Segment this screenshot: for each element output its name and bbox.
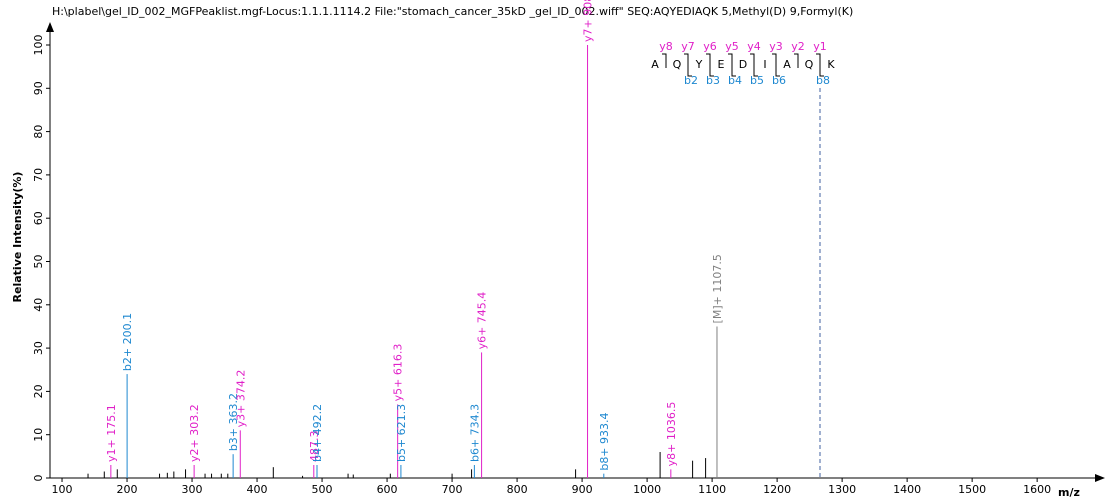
x-tick-label: 700 <box>442 483 463 496</box>
residue: D <box>739 58 747 71</box>
x-tick-label: 1100 <box>698 483 726 496</box>
b-ion: b4 <box>728 74 742 87</box>
peak-label: y6+ 745.4 <box>476 292 489 350</box>
x-tick-label: 1600 <box>1023 483 1051 496</box>
peak-label: b2+ 200.1 <box>121 313 134 371</box>
y-tick-label: 90 <box>32 81 45 95</box>
x-arrow <box>1095 474 1105 482</box>
b-cleavage <box>753 58 758 77</box>
peak-label: y8+ 1036.5 <box>665 402 678 467</box>
y-tick-label: 30 <box>32 341 45 355</box>
residue: Q <box>673 58 682 71</box>
y-tick-label: 80 <box>32 125 45 139</box>
peak-label: b8+ 933.4 <box>598 412 611 470</box>
y-tick-label: 10 <box>32 428 45 442</box>
b-ion: b3 <box>706 74 720 87</box>
y-cleavage <box>662 53 667 68</box>
y-cleavage <box>816 53 821 68</box>
x-tick-label: 500 <box>312 483 333 496</box>
y-ion: y6 <box>703 40 717 53</box>
x-tick-label: 1300 <box>828 483 856 496</box>
y-cleavage <box>750 53 755 68</box>
peak-label: b6+ 734.3 <box>468 404 481 462</box>
b-cleavage <box>687 58 692 77</box>
y-tick-label: 40 <box>32 298 45 312</box>
residue: K <box>827 58 835 71</box>
y-tick-label: 50 <box>32 254 45 268</box>
b-ion: b2 <box>684 74 698 87</box>
residue: Q <box>805 58 814 71</box>
y-cleavage <box>706 53 711 68</box>
x-tick-label: 200 <box>117 483 138 496</box>
residue: E <box>718 58 725 71</box>
residue: I <box>763 58 766 71</box>
peak-label: [M]+ 1107.5 <box>711 254 724 323</box>
x-tick-label: 1200 <box>763 483 791 496</box>
x-tick-label: 1500 <box>958 483 986 496</box>
y-ion: y4 <box>747 40 761 53</box>
y-cleavage <box>772 53 777 68</box>
b-cleavage <box>731 58 736 77</box>
y-ion: y1 <box>813 40 827 53</box>
b-cleavage <box>709 58 714 77</box>
y-ion: y3 <box>769 40 783 53</box>
y-tick-label: 0 <box>32 475 45 482</box>
residue: A <box>783 58 791 71</box>
y-tick-label: 100 <box>32 34 45 55</box>
y-tick-label: 70 <box>32 168 45 182</box>
x-tick-label: 900 <box>572 483 593 496</box>
b-ion: b6 <box>772 74 786 87</box>
b-ion: b8 <box>816 74 830 87</box>
peak-label: y3+ 374.2 <box>234 370 247 428</box>
b-cleavage <box>819 58 824 77</box>
x-tick-label: 300 <box>182 483 203 496</box>
x-axis-label: m/z <box>1058 486 1080 499</box>
y-cleavage <box>728 53 733 68</box>
x-tick-label: 800 <box>507 483 528 496</box>
peak-label: b5+ 621.3 <box>395 404 408 462</box>
x-tick-label: 600 <box>377 483 398 496</box>
peak-label: y2+ 303.2 <box>188 404 201 462</box>
residue: Y <box>695 58 703 71</box>
y-tick-label: 60 <box>32 211 45 225</box>
peak-label: y5+ 616.3 <box>392 344 405 402</box>
b-cleavage <box>775 58 780 77</box>
x-tick-label: 1400 <box>893 483 921 496</box>
x-tick-label: 1000 <box>633 483 661 496</box>
y-ion: y5 <box>725 40 739 53</box>
y-axis-label: Relative Intensity(%) <box>11 172 24 303</box>
peak-label: y7+ 908.4 <box>582 0 595 42</box>
peak-label: y1+ 175.1 <box>105 404 118 462</box>
y-ion: y2 <box>791 40 805 53</box>
x-tick-label: 100 <box>52 483 73 496</box>
residue: A <box>651 58 659 71</box>
peak-label: b3+ 363.2 <box>227 393 240 451</box>
y-cleavage <box>794 53 799 68</box>
peak-label: 487.3 <box>308 431 321 463</box>
x-tick-label: 400 <box>247 483 268 496</box>
y-ion: y8 <box>659 40 673 53</box>
peak-label: b4+ 492.2 <box>311 404 324 462</box>
y-ion: y7 <box>681 40 695 53</box>
b-ion: b5 <box>750 74 764 87</box>
chart-title: H:\plabel\gel_ID_002_MGFPeaklist.mgf-Loc… <box>52 5 853 18</box>
y-tick-label: 20 <box>32 384 45 398</box>
y-arrow <box>46 22 54 32</box>
y-cleavage <box>684 53 689 68</box>
